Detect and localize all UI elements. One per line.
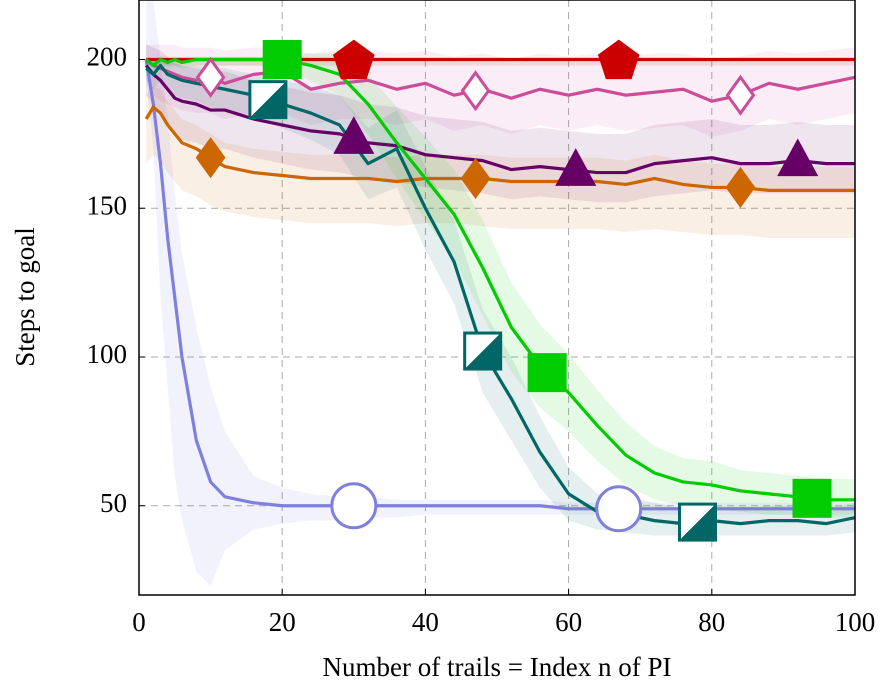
marker-body <box>792 478 832 518</box>
marker <box>792 478 832 518</box>
marker <box>725 166 756 208</box>
y-tick-label: 150 <box>87 190 128 220</box>
marker <box>333 116 375 154</box>
marker-half <box>249 81 286 118</box>
marker <box>262 40 302 79</box>
marker <box>677 502 717 542</box>
x-tick-label: 100 <box>835 607 876 637</box>
marker-half <box>464 333 501 370</box>
x-tick-label: 60 <box>555 607 582 637</box>
y-tick-label: 200 <box>87 42 128 72</box>
marker <box>527 353 567 393</box>
marker <box>463 331 503 371</box>
marker <box>777 138 819 177</box>
x-tick-label: 80 <box>698 607 725 637</box>
markers <box>195 39 832 542</box>
marker <box>460 70 491 112</box>
marker <box>195 56 226 98</box>
marker <box>595 485 643 533</box>
y-tick-label: 100 <box>87 339 128 369</box>
x-tick-label: 20 <box>269 607 296 637</box>
band <box>146 56 855 536</box>
band <box>146 0 855 587</box>
marker-body <box>527 353 567 393</box>
band <box>146 86 855 239</box>
series-line <box>145 57 855 502</box>
marker <box>725 74 756 116</box>
y-axis-label: Steps to goal <box>10 227 40 367</box>
plot-area <box>138 0 856 595</box>
marker-body <box>262 40 302 79</box>
marker <box>555 148 597 186</box>
marker <box>460 157 491 200</box>
marker <box>248 80 288 120</box>
y-tick-label: 50 <box>100 488 127 518</box>
x-tick-label: 40 <box>412 607 439 637</box>
band <box>146 44 855 203</box>
x-tick-label: 0 <box>132 607 146 637</box>
marker-half <box>679 504 716 541</box>
marker <box>597 39 640 80</box>
marker <box>330 482 378 530</box>
series-line <box>145 58 855 103</box>
marker <box>195 137 226 179</box>
series-line <box>144 64 855 175</box>
axis-frame <box>138 0 856 596</box>
marker <box>333 39 375 80</box>
band <box>146 53 855 518</box>
x-axis-label: Number of trails = Index n of PI <box>323 652 672 682</box>
